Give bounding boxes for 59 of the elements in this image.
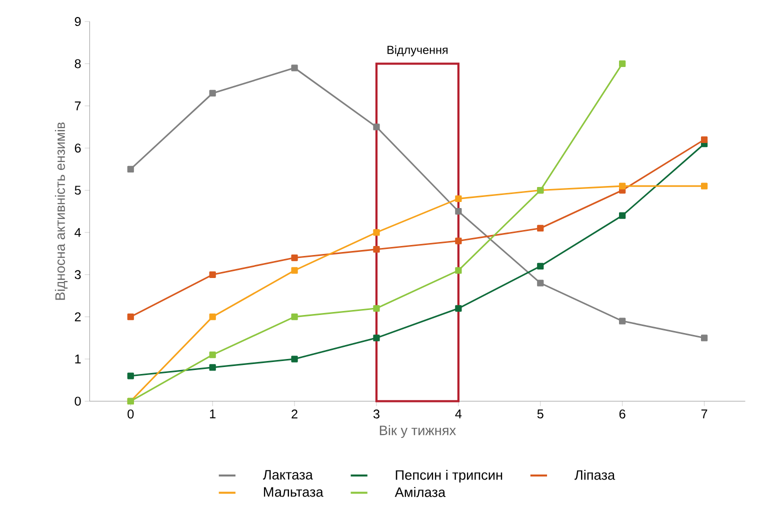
point (373, 334, 380, 342)
point (455, 196, 462, 202)
point (619, 212, 626, 220)
y-tick-label: 7 (74, 102, 81, 110)
point (373, 229, 380, 236)
point (700, 136, 708, 144)
legend-label: Лактаза (262, 470, 313, 480)
point (291, 356, 298, 362)
point (291, 314, 298, 320)
point (127, 372, 134, 380)
y-tick-label: 1 (75, 354, 81, 364)
point (127, 314, 134, 320)
x-axis-title: Вік у тижнях (380, 425, 456, 438)
legend-label: Амілаза (394, 487, 446, 498)
point (700, 334, 708, 342)
y-tick-label: 4 (74, 228, 81, 237)
point (209, 314, 216, 320)
point (619, 60, 626, 68)
point (537, 225, 544, 232)
legend-label: Пепсин і трипсин (396, 470, 502, 483)
point (537, 263, 544, 270)
y-tick-label: 8 (74, 59, 81, 68)
legend-label: Мальтаза (264, 487, 324, 497)
point (455, 238, 462, 244)
point (209, 90, 216, 97)
point (127, 166, 134, 173)
x-tick-label: 5 (537, 410, 544, 419)
point (373, 305, 380, 312)
point (455, 267, 462, 274)
x-tick-label: 1 (210, 410, 216, 418)
point (291, 64, 298, 72)
point (537, 280, 544, 287)
x-tick-label: 0 (128, 410, 134, 419)
point (700, 182, 708, 190)
x-tick-label: 7 (701, 410, 708, 418)
point (455, 305, 462, 312)
point (373, 246, 380, 253)
point (291, 254, 298, 262)
x-tick-label: 6 (619, 410, 626, 419)
point (619, 182, 626, 190)
legend-label: Ліпаза (574, 470, 616, 480)
y-tick-label: 5 (74, 186, 81, 195)
y-tick-label: 2 (74, 312, 81, 322)
x-tick-label: 3 (373, 410, 380, 419)
point (209, 352, 216, 358)
point (455, 208, 462, 215)
band-label: Відлучення (388, 46, 448, 57)
point (373, 124, 380, 130)
point (291, 267, 298, 274)
y-tick-label: 6 (74, 144, 81, 153)
point (619, 318, 626, 325)
y-tick-label: 9 (74, 17, 81, 26)
y-tick-label: 0 (74, 396, 81, 406)
point (209, 364, 216, 371)
y-tick-label: 3 (74, 270, 81, 280)
x-tick-label: 2 (292, 410, 298, 419)
y-axis-title: Відносна активність ензимів (54, 122, 68, 300)
x-tick-label: 4 (455, 410, 462, 418)
point (209, 271, 216, 278)
